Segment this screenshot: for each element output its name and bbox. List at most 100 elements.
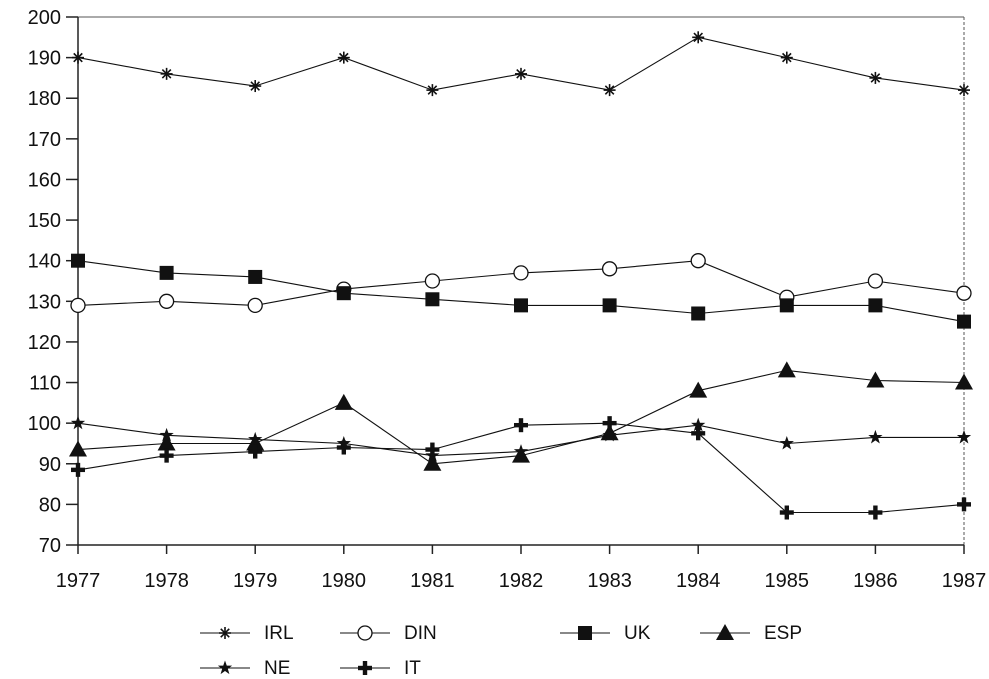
legend: IRL DIN UK ESP NE IT	[200, 623, 802, 679]
data-point-esp	[69, 440, 87, 457]
y-tick-label: 110	[29, 373, 61, 395]
data-point-din	[247, 297, 263, 314]
data-point-it	[691, 426, 706, 441]
x-tick-label: 1984	[676, 570, 721, 592]
x-tick-label: 1985	[765, 570, 810, 592]
x-tick-label: 1980	[322, 570, 367, 592]
data-point-esp	[334, 393, 353, 410]
data-point-it	[868, 505, 883, 520]
data-point-it	[248, 444, 263, 459]
legend-marker-irl	[219, 627, 231, 639]
legend-marker-ne	[217, 660, 233, 675]
data-point-esp	[512, 446, 530, 463]
x-axis: 1977 1978 1979 1980 1981 1982 1983 1984 1985 1986…	[56, 544, 987, 592]
data-point-esp	[689, 381, 708, 398]
data-point-irl	[72, 51, 84, 64]
data-point-ne	[868, 429, 883, 444]
data-point-din	[513, 265, 529, 281]
y-tick-label: 160	[28, 169, 61, 191]
legend-item-esp: ESP	[700, 623, 802, 644]
legend-marker-esp	[716, 624, 734, 640]
data-point-irl	[603, 84, 616, 97]
y-tick-label: 150	[28, 210, 61, 232]
legend-item-it: IT	[340, 658, 421, 679]
data-point-ne	[779, 435, 794, 450]
data-point-it	[602, 416, 617, 431]
plot-frame	[78, 16, 965, 545]
series-it	[71, 416, 971, 520]
y-tick-label: 90	[39, 454, 61, 476]
y-tick-label: 120	[28, 332, 61, 354]
data-point-esp	[423, 454, 442, 471]
data-point-ne	[513, 444, 529, 458]
legend-label-uk: UK	[624, 623, 651, 644]
x-tick-label: 1977	[56, 570, 101, 592]
series-layer	[69, 31, 973, 520]
y-tick-label: 130	[28, 291, 61, 313]
legend-marker-uk	[578, 626, 592, 640]
data-point-irl	[515, 67, 527, 80]
data-point-esp	[777, 361, 796, 378]
data-point-uk	[425, 292, 440, 307]
legend-label-it: IT	[404, 658, 421, 679]
data-point-uk	[779, 298, 794, 313]
series-ne	[70, 415, 972, 462]
x-tick-label: 1978	[144, 570, 189, 592]
data-point-it	[336, 440, 351, 455]
data-point-din	[956, 285, 972, 301]
data-point-esp	[955, 373, 973, 390]
data-point-irl	[692, 31, 705, 44]
data-point-it	[425, 442, 440, 457]
data-point-irl	[780, 51, 793, 64]
data-point-din	[690, 253, 706, 269]
x-tick-label: 1979	[233, 570, 278, 592]
legend-marker-din	[357, 625, 373, 641]
data-point-it	[957, 497, 971, 512]
x-tick-label: 1987	[942, 570, 987, 592]
data-point-irl	[869, 71, 882, 84]
data-point-uk	[71, 253, 85, 268]
y-tick-label: 70	[39, 535, 61, 557]
y-axis: 70 80 90 100 110 120 130 140 150 160 170 180 190 200	[28, 7, 79, 557]
data-point-it	[779, 505, 794, 520]
data-point-irl	[958, 84, 970, 97]
data-point-uk	[514, 298, 528, 313]
legend-item-ne: NE	[200, 658, 290, 679]
data-point-uk	[868, 298, 883, 313]
data-point-esp	[866, 371, 885, 388]
data-point-ne	[956, 429, 972, 444]
y-tick-label: 200	[28, 7, 61, 29]
data-point-irl	[160, 67, 173, 80]
x-tick-label: 1986	[853, 570, 898, 592]
y-tick-label: 100	[28, 413, 61, 435]
series-line-it	[77, 422, 965, 514]
data-point-ne	[159, 427, 174, 442]
data-point-uk	[957, 314, 971, 329]
series-line-irl	[77, 36, 965, 91]
data-point-uk	[602, 298, 617, 313]
legend-item-din: DIN	[340, 623, 437, 644]
legend-marker-it	[358, 661, 372, 675]
y-tick-label: 190	[28, 48, 61, 70]
data-point-irl	[337, 51, 350, 64]
data-point-it	[159, 448, 174, 463]
data-point-ne	[248, 431, 263, 446]
data-point-din	[70, 297, 86, 314]
y-tick-label: 170	[28, 129, 61, 151]
legend-item-irl: IRL	[200, 623, 294, 644]
data-point-din	[867, 273, 884, 289]
series-uk	[71, 253, 971, 329]
data-point-din	[424, 273, 441, 289]
data-point-uk	[336, 286, 351, 301]
data-point-din	[158, 293, 175, 309]
series-esp	[69, 361, 973, 471]
data-point-uk	[691, 306, 706, 321]
data-point-ne	[691, 417, 706, 432]
y-tick-label: 180	[28, 88, 61, 110]
legend-label-irl: IRL	[264, 623, 294, 644]
data-point-irl	[249, 80, 262, 93]
x-tick-label: 1982	[499, 570, 544, 592]
data-point-esp	[246, 434, 265, 451]
data-point-esp	[157, 434, 176, 451]
